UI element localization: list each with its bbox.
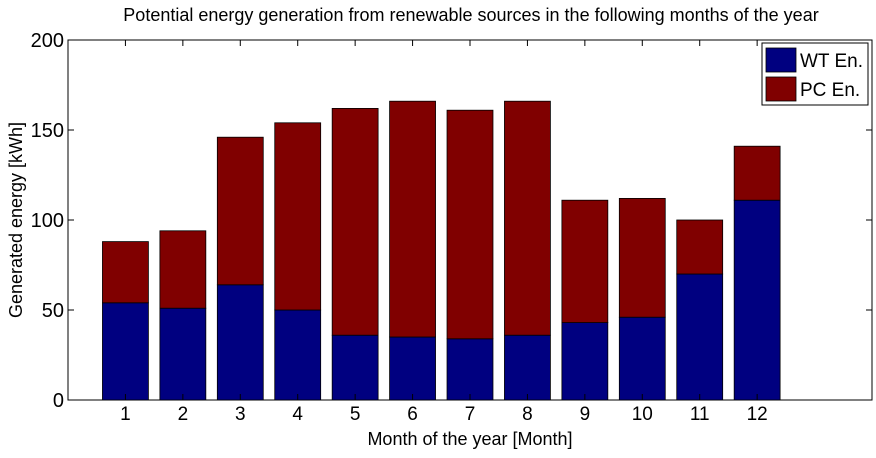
bar-series2-month-5: [331, 108, 379, 336]
y-tick-label: 100: [31, 210, 64, 232]
x-tick-label: 12: [747, 404, 768, 425]
x-tick-label: 9: [580, 404, 591, 425]
bar-series1-month-6: [389, 336, 436, 401]
x-tick-label: 11: [690, 404, 710, 425]
bars-layer: [102, 100, 781, 401]
bar-series2-month-12: [733, 145, 781, 201]
x-tick-label: 10: [632, 404, 653, 425]
bar-series1-month-11: [676, 273, 724, 401]
bar-series1-month-12: [733, 199, 781, 401]
bar-series1-month-10: [618, 316, 666, 401]
x-tick-label: 1: [120, 404, 131, 425]
x-tick-label: 8: [522, 404, 533, 425]
y-tick-label: 200: [31, 30, 64, 52]
legend-label-series1: WT En.: [800, 51, 863, 72]
bar-series1-month-9: [561, 322, 609, 401]
bar-series1-month-8: [504, 334, 551, 401]
bar-series2-month-6: [389, 100, 436, 338]
bar-series2-month-7: [446, 109, 494, 340]
x-tick-label: 5: [350, 404, 361, 425]
bar-series2-month-1: [102, 241, 149, 304]
bar-series1-month-4: [274, 309, 322, 401]
y-tick-label: 150: [31, 120, 64, 142]
x-tick-label: 2: [178, 404, 189, 425]
y-tick-label: 0: [53, 390, 64, 412]
bar-series2-month-3: [216, 136, 264, 286]
x-axis-label: Month of the year [Month]: [367, 429, 572, 449]
y-axis-label: Generated energy [kWh]: [6, 122, 26, 318]
bar-series1-month-2: [159, 307, 207, 401]
bar-series1-month-5: [331, 334, 379, 401]
bar-series2-month-8: [504, 100, 551, 336]
y-tick-label: 50: [42, 300, 64, 322]
bar-series2-month-4: [274, 122, 322, 311]
bar-series2-month-10: [618, 197, 666, 318]
chart-title: Potential energy generation from renewab…: [123, 5, 818, 25]
x-tick-label: 3: [235, 404, 246, 425]
x-tick-label: 4: [292, 404, 303, 425]
legend: WT En. PC En.: [761, 42, 869, 106]
bar-series1-month-7: [446, 338, 494, 401]
bar-series1-month-3: [216, 284, 264, 401]
legend-swatch-series2: [765, 76, 797, 102]
bar-series2-month-11: [676, 219, 724, 275]
x-tick-label: 6: [407, 404, 418, 425]
bar-series2-month-9: [561, 199, 609, 323]
bar-series2-month-2: [159, 230, 207, 309]
legend-label-series2: PC En.: [800, 80, 860, 101]
legend-swatch-series1: [765, 47, 797, 73]
x-tick-label: 7: [465, 404, 476, 425]
bar-series1-month-1: [102, 302, 149, 401]
